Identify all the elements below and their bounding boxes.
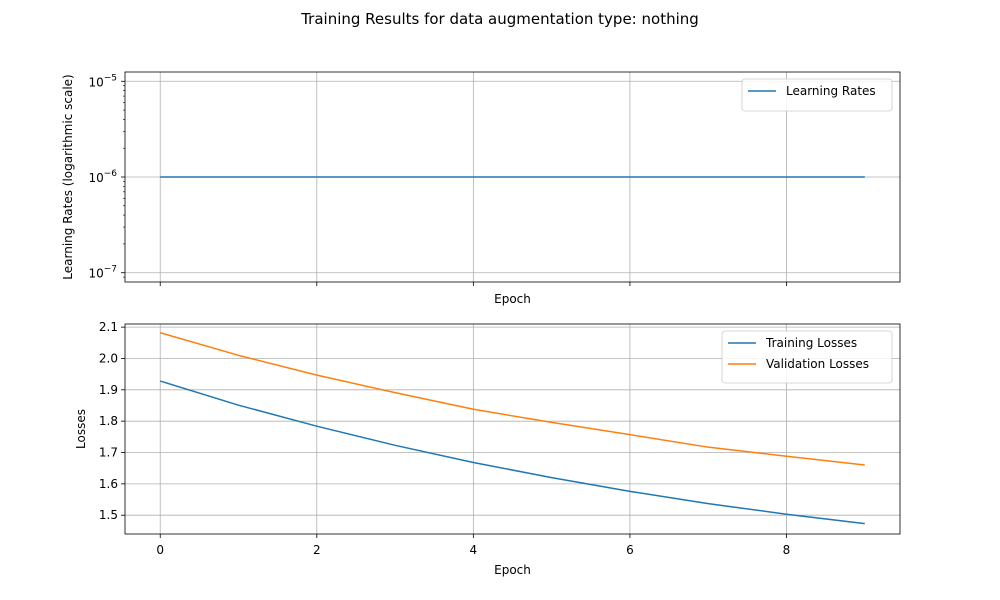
chart-2: 0 2 4 6 8 1.5 1.6 1.7 1.8 1.9 2.0 2.1 Epoch Losses Tra… <box>74 320 901 577</box>
legend: Learning Rates <box>741 78 893 112</box>
x-tick-label: 4 <box>470 543 478 557</box>
legend-label: Validation Losses <box>766 357 869 371</box>
y-tick-label: 2.1 <box>99 320 118 334</box>
axes-frame <box>124 323 901 535</box>
y-tick-label: 2.0 <box>99 351 118 365</box>
series-line <box>160 380 865 525</box>
x-tick-label: 0 <box>156 543 164 557</box>
y-tick-label: 1.9 <box>99 383 118 397</box>
y-tick-label: 1.5 <box>99 508 118 522</box>
legend: Training Losses Validation Losses <box>721 330 893 384</box>
y-tick-label: 1.6 <box>99 477 118 491</box>
chart-1: 10−7 10−6 10−5 Epoch Learning Rates (logarit… <box>61 71 901 306</box>
x-tick-label: 6 <box>626 543 634 557</box>
x-axis-label: Epoch <box>494 563 531 577</box>
series-line <box>160 332 865 466</box>
legend-frame <box>741 78 893 112</box>
legend-label: Learning Rates <box>786 84 876 98</box>
legend-frame <box>721 330 893 384</box>
y-tick-label: 10−5 <box>88 73 117 89</box>
legend-label: Training Losses <box>765 336 857 350</box>
x-axis-label: Epoch <box>494 292 531 306</box>
y-tick-label: 10−7 <box>88 265 117 281</box>
axes-frame <box>124 71 901 283</box>
y-tick-label: 1.8 <box>99 414 118 428</box>
y-axis-label: Losses <box>74 409 88 449</box>
figure-title: Training Results for data augmentation t… <box>300 10 699 28</box>
x-tick-label: 8 <box>783 543 791 557</box>
x-tick-label: 2 <box>313 543 321 557</box>
y-tick-label: 10−6 <box>88 169 117 185</box>
y-axis-label: Learning Rates (logarithmic scale) <box>61 74 75 279</box>
y-tick-label: 1.7 <box>99 446 118 460</box>
